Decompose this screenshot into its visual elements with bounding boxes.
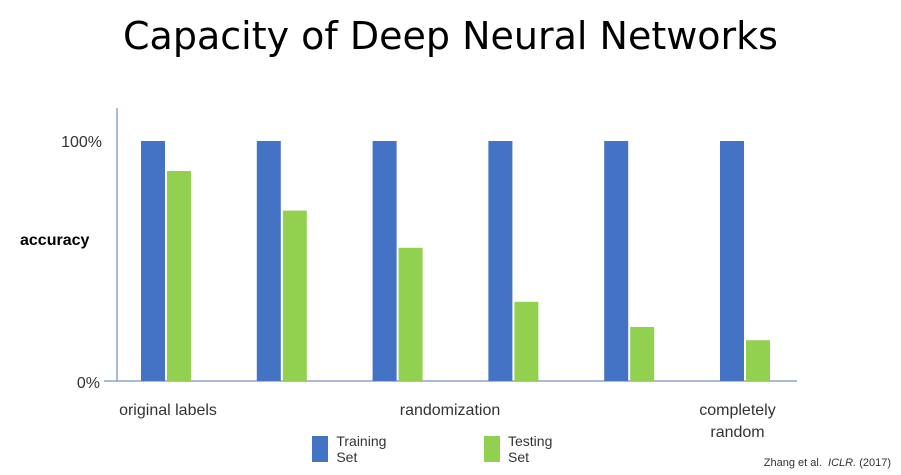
bar-testing-2 (282, 210, 307, 381)
bar-training-4 (488, 141, 513, 381)
bar-training-2 (256, 141, 281, 381)
citation-authors: Zhang et al. (763, 457, 822, 469)
bar-testing-5 (630, 327, 655, 381)
legend-swatch-testing (484, 436, 500, 462)
legend-swatch-training (312, 436, 329, 462)
y-tick-0: 0% (77, 375, 100, 392)
bar-testing-1 (167, 171, 191, 381)
legend-label-testing: Testing Set (508, 433, 553, 465)
citation-year: (2017) (859, 457, 891, 469)
citation-venue: ICLR. (828, 457, 857, 469)
bar-testing-4 (514, 301, 539, 381)
bar-training-1 (141, 141, 165, 381)
bar-training-6 (720, 141, 744, 381)
bars-group (141, 141, 770, 381)
legend-item-training: Training Set (312, 433, 392, 465)
bar-training-5 (604, 141, 629, 381)
bar-training-3 (372, 141, 397, 381)
x-label-original-labels: original labels (119, 402, 217, 419)
bar-testing-3 (398, 247, 423, 381)
chart-title: Capacity of Deep Neural Networks (123, 14, 778, 58)
x-label-completely-random: completely random (699, 402, 776, 441)
x-label-randomization: randomization (399, 402, 501, 419)
legend-label-training: Training Set (336, 433, 387, 465)
y-axis-label: accuracy (20, 232, 90, 249)
legend-item-testing: Testing Set (484, 433, 558, 465)
bar-testing-6 (746, 340, 770, 381)
y-tick-100: 100% (61, 134, 102, 151)
citation: Zhang et al. ICLR. (2017) (764, 457, 891, 469)
